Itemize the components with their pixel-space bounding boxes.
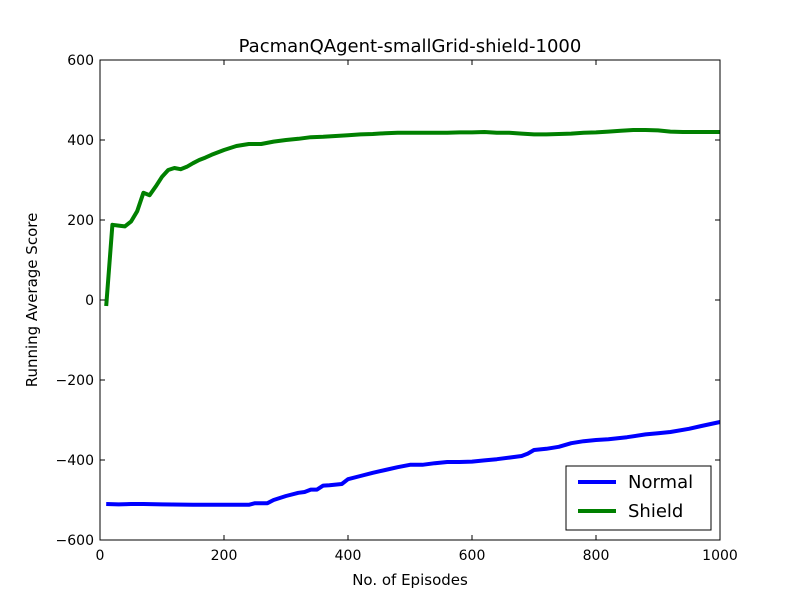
series-layer bbox=[104, 128, 721, 507]
legend-label-normal: Normal bbox=[628, 472, 693, 493]
x-tick-label: 1000 bbox=[702, 548, 738, 564]
y-tick-label: −600 bbox=[56, 533, 94, 549]
y-tick-label: 200 bbox=[67, 213, 94, 229]
y-axis-label: Running Average Score bbox=[23, 213, 41, 388]
series-line-normal bbox=[106, 420, 721, 507]
x-tick-label: 600 bbox=[459, 548, 486, 564]
x-tick-label: 0 bbox=[96, 548, 105, 564]
y-tick-label: 400 bbox=[67, 133, 94, 149]
y-tick-label: −200 bbox=[56, 373, 94, 389]
y-tick-label: 600 bbox=[67, 53, 94, 69]
legend: Normal Shield bbox=[565, 465, 712, 531]
legend-label-shield: Shield bbox=[628, 501, 683, 522]
y-axis: −600 −400 −200 0 200 400 600 bbox=[56, 53, 720, 549]
x-tick-label: 400 bbox=[335, 548, 362, 564]
x-axis: 0 200 400 600 800 1000 bbox=[96, 60, 738, 564]
x-tick-label: 800 bbox=[583, 548, 610, 564]
plot-background bbox=[100, 60, 720, 540]
legend-box bbox=[565, 465, 712, 531]
x-axis-label: No. of Episodes bbox=[352, 571, 468, 589]
y-tick-label: 0 bbox=[85, 293, 94, 309]
series-line-shield bbox=[104, 128, 720, 307]
chart-title: PacmanQAgent-smallGrid-shield-1000 bbox=[239, 36, 582, 57]
x-tick-label: 200 bbox=[211, 548, 238, 564]
y-tick-label: −400 bbox=[56, 453, 94, 469]
